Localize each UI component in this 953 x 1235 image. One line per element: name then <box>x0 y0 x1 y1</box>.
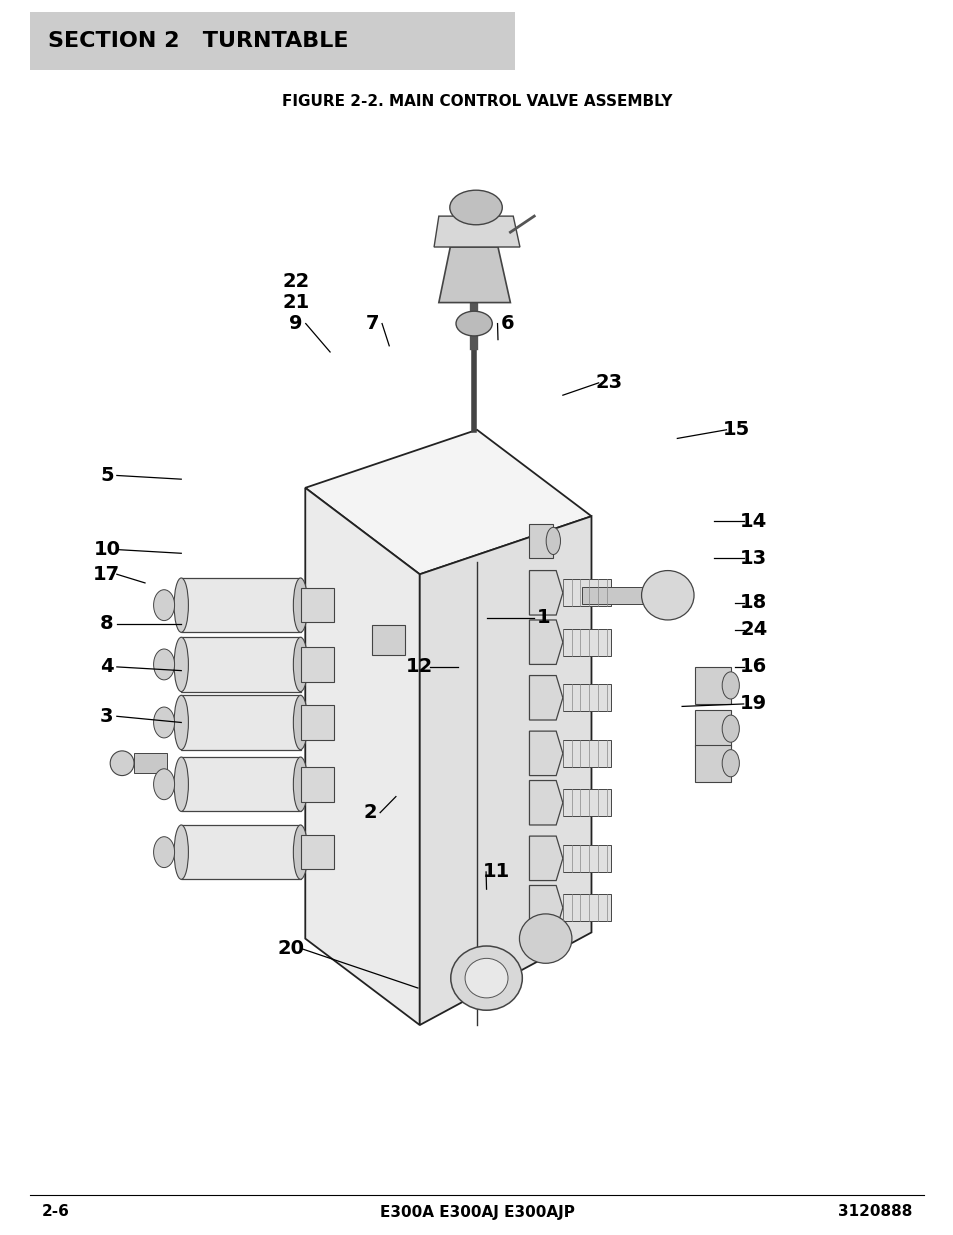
Text: FIGURE 2-2. MAIN CONTROL VALVE ASSEMBLY: FIGURE 2-2. MAIN CONTROL VALVE ASSEMBLY <box>281 95 672 110</box>
Text: 16: 16 <box>740 657 766 677</box>
Ellipse shape <box>173 757 188 811</box>
Polygon shape <box>434 216 519 247</box>
Bar <box>562 845 610 872</box>
Bar <box>300 588 334 622</box>
Bar <box>562 579 610 606</box>
Bar <box>300 647 334 682</box>
Text: 19: 19 <box>740 694 766 714</box>
Text: 17: 17 <box>93 564 120 584</box>
Bar <box>181 637 300 692</box>
Bar <box>300 835 334 869</box>
Bar <box>694 667 730 704</box>
Bar <box>300 705 334 740</box>
Polygon shape <box>438 247 510 303</box>
Ellipse shape <box>294 637 307 692</box>
Bar <box>30 12 515 70</box>
Polygon shape <box>419 516 591 1025</box>
Text: 22: 22 <box>282 272 309 291</box>
Ellipse shape <box>153 706 174 737</box>
Ellipse shape <box>153 590 174 620</box>
Polygon shape <box>529 571 562 615</box>
Text: 9: 9 <box>289 314 302 333</box>
Text: 3: 3 <box>100 706 113 726</box>
Text: E300A E300AJ E300AJP: E300A E300AJ E300AJP <box>379 1204 574 1219</box>
Text: 6: 6 <box>500 314 514 333</box>
Bar <box>133 753 167 773</box>
Text: 10: 10 <box>93 540 120 559</box>
Polygon shape <box>529 676 562 720</box>
Text: 4: 4 <box>100 657 113 677</box>
Text: 18: 18 <box>740 593 766 613</box>
Polygon shape <box>529 731 562 776</box>
Polygon shape <box>305 430 591 574</box>
Ellipse shape <box>294 578 307 632</box>
Bar <box>694 710 730 747</box>
Text: 24: 24 <box>740 620 766 640</box>
Ellipse shape <box>173 825 188 879</box>
Ellipse shape <box>451 946 522 1010</box>
Ellipse shape <box>173 578 188 632</box>
Ellipse shape <box>294 757 307 811</box>
Text: 1: 1 <box>537 608 550 627</box>
Polygon shape <box>529 620 562 664</box>
Polygon shape <box>529 885 562 930</box>
Bar <box>562 740 610 767</box>
Polygon shape <box>305 488 419 1025</box>
Bar <box>562 789 610 816</box>
Ellipse shape <box>173 695 188 750</box>
Text: 21: 21 <box>282 293 309 312</box>
Bar <box>181 825 300 879</box>
Polygon shape <box>529 781 562 825</box>
Ellipse shape <box>173 637 188 692</box>
Text: 3120888: 3120888 <box>837 1204 911 1219</box>
Bar <box>181 695 300 750</box>
Ellipse shape <box>640 571 693 620</box>
Ellipse shape <box>153 837 174 867</box>
Ellipse shape <box>518 914 571 963</box>
Ellipse shape <box>721 672 739 699</box>
Bar <box>372 625 405 655</box>
Ellipse shape <box>465 958 507 998</box>
Bar <box>694 745 730 782</box>
Bar <box>581 587 665 604</box>
Text: 23: 23 <box>595 373 621 393</box>
Text: 14: 14 <box>740 511 766 531</box>
Bar <box>562 684 610 711</box>
Text: 11: 11 <box>482 862 509 882</box>
Ellipse shape <box>449 190 501 225</box>
Ellipse shape <box>456 311 492 336</box>
Polygon shape <box>529 836 562 881</box>
Text: 15: 15 <box>722 420 749 440</box>
Ellipse shape <box>153 650 174 679</box>
Text: 13: 13 <box>740 548 766 568</box>
Bar <box>529 524 553 558</box>
Ellipse shape <box>294 695 307 750</box>
Text: 7: 7 <box>365 314 378 333</box>
Text: 20: 20 <box>277 939 304 958</box>
Ellipse shape <box>545 527 559 555</box>
Text: 2-6: 2-6 <box>42 1204 70 1219</box>
Ellipse shape <box>294 825 307 879</box>
Ellipse shape <box>153 768 174 800</box>
Text: 12: 12 <box>406 657 433 677</box>
Text: 8: 8 <box>100 614 113 634</box>
Bar <box>300 767 334 802</box>
Bar <box>181 757 300 811</box>
Text: SECTION 2   TURNTABLE: SECTION 2 TURNTABLE <box>48 31 348 51</box>
Ellipse shape <box>721 750 739 777</box>
Ellipse shape <box>111 751 133 776</box>
Bar <box>181 578 300 632</box>
Bar <box>562 894 610 921</box>
Text: 2: 2 <box>363 803 376 823</box>
Text: 5: 5 <box>100 466 113 485</box>
Bar <box>562 629 610 656</box>
Ellipse shape <box>721 715 739 742</box>
